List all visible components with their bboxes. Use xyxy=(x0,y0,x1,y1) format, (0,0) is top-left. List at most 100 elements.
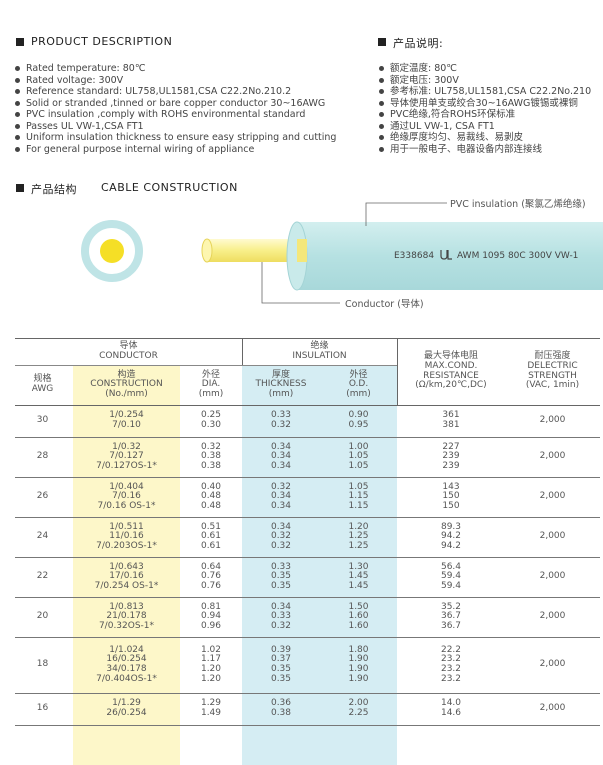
table-cell: 2,000 xyxy=(505,557,600,597)
rule xyxy=(242,338,243,365)
table-cell: 24 xyxy=(15,517,70,557)
cell-line: 0.48 xyxy=(200,491,222,502)
row-rule xyxy=(15,557,600,558)
cell-line: 23.2 xyxy=(440,664,462,674)
table-cell: 30 xyxy=(15,405,70,437)
cell-line: 2,000 xyxy=(539,703,566,714)
cell-line: 0.94 xyxy=(200,611,222,622)
section-title: 产品结构 xyxy=(31,183,77,196)
cell-line: 2.25 xyxy=(348,708,369,718)
list-item: 参考标准: UL758,UL1581,CSA C22.2No.210 xyxy=(378,86,591,98)
list-item: For general purpose internal wiring of a… xyxy=(14,144,336,156)
cell-line: 1.90 xyxy=(348,673,369,684)
cell-line: 1/0.254 xyxy=(109,410,144,421)
cell-line: 94.2 xyxy=(440,531,462,542)
table-cell: 0.33 0.35 0.35 xyxy=(242,557,320,597)
table-cell: 1/0.254 7/0.10 xyxy=(73,405,180,437)
table-cell: 2,000 xyxy=(505,637,600,693)
column-header: 规格 AWG xyxy=(15,365,70,405)
table-cell: 0.40 0.48 0.48 xyxy=(180,477,242,517)
cell-line: 143 xyxy=(442,481,460,492)
cell-line: 1/0.404 xyxy=(109,481,144,492)
cell-line: CONSTRUCTION xyxy=(90,379,163,390)
rule xyxy=(15,338,600,339)
cell-line: 59.4 xyxy=(440,571,462,582)
cell-line: 构造 xyxy=(117,369,136,380)
table-cell: 2,000 xyxy=(505,693,600,725)
table-cell: 1/0.643 17/0.16 7/0.254 OS-1* xyxy=(73,557,180,597)
cell-line: 0.34 xyxy=(270,500,292,511)
table-cell: 1.80 1.90 1.90 1.90 xyxy=(320,637,397,693)
cell-line: 1/0.643 xyxy=(109,561,144,572)
row-rule xyxy=(15,693,600,694)
table-cell: 20 xyxy=(15,597,70,637)
cell-line: 0.35 xyxy=(270,580,292,591)
section-title: CABLE CONSTRUCTION xyxy=(101,181,238,194)
cell-line: 239 xyxy=(442,451,460,462)
section-title: 产品说明: xyxy=(393,37,444,50)
cell-line: 0.76 xyxy=(200,571,222,582)
table-cell: 0.90 0.95 xyxy=(320,405,397,437)
cell-line: 耐压强度 xyxy=(534,351,571,362)
cell-line: 1.20 xyxy=(200,664,222,674)
cell-line: 0.32 xyxy=(270,481,292,492)
spec-table: 导体 CONDUCTOR 绝缘 INSULATION 规格 AWG 构造 CONSTRUCTI… xyxy=(15,338,600,765)
list-item: 导体使用单支或绞合30~16AWG镀锡或裸铜 xyxy=(378,98,591,110)
table-cell: 0.51 0.61 0.61 xyxy=(180,517,242,557)
cell-line: (Ω/km,20℃,DC) xyxy=(415,380,487,391)
cell-line: 1.45 xyxy=(348,580,369,591)
table-cell: 56.4 59.4 59.4 xyxy=(397,557,505,597)
cell-line: 1.20 xyxy=(200,673,222,684)
table-cell: 1.29 1.49 xyxy=(180,693,242,725)
table-cell: 2,000 xyxy=(505,437,600,477)
cell-line: 0.61 xyxy=(200,531,222,542)
cell-line: 14.0 xyxy=(440,698,462,709)
cell-line: 7/0.127 xyxy=(109,451,144,462)
table-cell: 14.0 14.6 xyxy=(397,693,505,725)
table-cell: 0.34 0.33 0.32 xyxy=(242,597,320,637)
list-item: Reference standard: UL758,UL1581,CSA C22… xyxy=(14,86,336,98)
cell-line: 0.33 xyxy=(270,561,292,572)
table-cell: 1/1.024 16/0.254 34/0.178 7/0.404OS-1* xyxy=(73,637,180,693)
cell-line: 150 xyxy=(442,500,460,511)
cell-line: 0.35 xyxy=(270,673,292,684)
cell-line: 59.4 xyxy=(440,580,462,591)
cell-line: CONDUCTOR xyxy=(99,350,158,361)
cell-line: 361 xyxy=(442,410,460,421)
table-cell: 1/0.813 21/0.178 7/0.32OS-1* xyxy=(73,597,180,637)
cell-line: 1/1.024 xyxy=(109,644,144,655)
column-header: 外径 DIA. (mm) xyxy=(180,365,242,405)
cell-line: (No./mm) xyxy=(105,388,148,399)
cell-line: 23.2 xyxy=(440,654,462,665)
cross-section-conductor xyxy=(100,239,124,263)
list-item: Uniform insulation thickness to ensure e… xyxy=(14,132,336,144)
cell-line: 0.34 xyxy=(270,441,292,452)
cell-line: 7/0.203OS-1* xyxy=(96,540,157,551)
cell-line: (mm) xyxy=(346,388,371,399)
cell-line: 0.32 xyxy=(200,441,222,452)
cell-line: 1.17 xyxy=(200,654,222,665)
cell-line: 0.61 xyxy=(200,540,222,551)
cell-line: 规格 xyxy=(33,374,52,385)
cell-line: 7/0.16 xyxy=(112,491,141,502)
leader-line xyxy=(365,202,447,226)
list-item: 额定温度: 80℃ xyxy=(378,63,591,75)
cell-line: 1.15 xyxy=(348,491,369,502)
table-cell: 0.36 0.38 xyxy=(242,693,320,725)
table-cell: 22.2 23.2 23.2 23.2 xyxy=(397,637,505,693)
table-cell: 35.2 36.7 36.7 xyxy=(397,597,505,637)
table-cell: 0.32 0.34 0.34 xyxy=(242,477,320,517)
cell-line: 22.2 xyxy=(440,644,462,655)
cell-line: 16/0.254 xyxy=(106,654,147,665)
cell-line: 1.50 xyxy=(348,601,369,612)
section-title: PRODUCT DESCRIPTION xyxy=(31,35,173,48)
cell-line: 0.40 xyxy=(200,481,222,492)
list-item: Rated temperature: 80℃ xyxy=(14,63,336,75)
cell-line: 1.90 xyxy=(348,654,369,665)
cell-line: 24 xyxy=(36,531,49,542)
cell-line: 56.4 xyxy=(440,561,462,572)
conductor xyxy=(207,239,307,262)
cell-line: O.D. xyxy=(348,379,369,390)
group-header: 导体 CONDUCTOR xyxy=(15,338,242,365)
list-item: 绝缘厚度均匀、易裁线、易剥皮 xyxy=(378,132,591,144)
